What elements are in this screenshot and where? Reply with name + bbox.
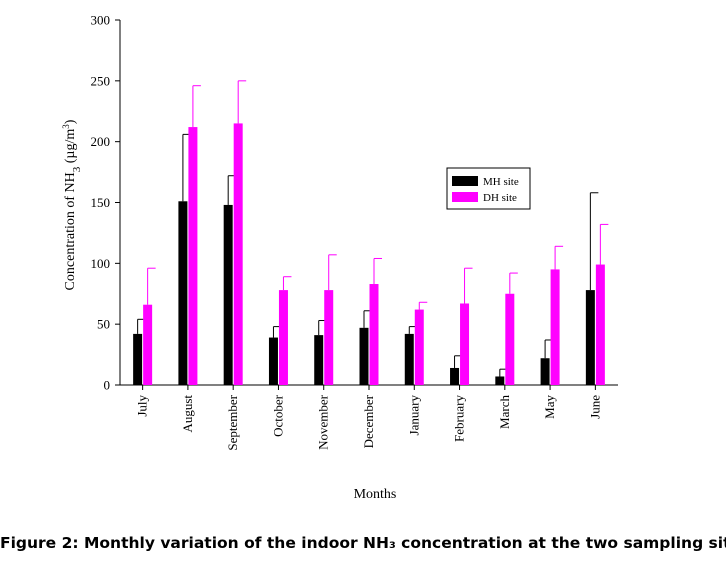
y-tick-label: 50 (97, 317, 110, 332)
bar (550, 269, 560, 385)
legend-label: DH site (483, 192, 517, 204)
bar (324, 290, 334, 385)
bar-group (550, 245, 564, 385)
bar (133, 333, 143, 385)
x-tick-label: September (225, 394, 240, 450)
bar (585, 290, 595, 385)
bar (414, 309, 424, 385)
bar (595, 264, 605, 385)
y-axis-label-close: ) (63, 119, 78, 124)
chart-axes: 0 50 100 150 200 250 300 (91, 13, 618, 393)
x-tick-label: November (316, 394, 331, 450)
bar-group (460, 267, 473, 385)
x-tick-label: July (135, 395, 150, 417)
x-tick-label: October (270, 394, 285, 437)
x-tick-label: June (587, 395, 602, 419)
bar (314, 335, 324, 385)
bar (540, 358, 550, 385)
legend-box (446, 167, 531, 210)
bar-group (143, 267, 156, 385)
bar (460, 303, 470, 385)
x-tick-label: December (361, 394, 376, 448)
bar (359, 327, 369, 385)
bar-chart: 0 50 100 150 200 250 300 July August September Oc… (61, 13, 618, 502)
bar-group (278, 276, 292, 385)
x-tick-label: August (180, 395, 195, 433)
bar-group (585, 192, 599, 385)
y-tick-label: 200 (91, 134, 111, 149)
x-tick-labels: July August September October November Decemb… (135, 385, 602, 451)
bar (268, 337, 278, 385)
legend-label: MH site (483, 176, 519, 188)
bar (223, 204, 233, 385)
bar (404, 333, 414, 385)
y-tick-label: 150 (91, 195, 111, 210)
bar (369, 284, 379, 385)
bar-group (414, 301, 428, 385)
y-tick-label: 0 (104, 378, 111, 393)
bar (495, 376, 505, 385)
y-tick-label: 300 (91, 13, 111, 28)
y-axis-label-unit: (µg/m (63, 129, 78, 167)
y-axis-label: Concentration of NH3 (µg/m3) (61, 119, 83, 290)
bar-group (233, 80, 247, 386)
y-tick-label: 100 (91, 256, 111, 271)
x-tick-label: January (406, 395, 421, 436)
legend: MH site DH site (446, 167, 531, 210)
y-axis-label-prefix: Concentration of NH (63, 172, 78, 290)
bar-group (505, 272, 518, 385)
y-axis-label-sub: 3 (71, 166, 83, 172)
figure-caption: Figure 2: Monthly variation of the indoo… (0, 534, 726, 552)
bar-group (369, 257, 382, 385)
bar (233, 123, 243, 386)
x-tick-label: May (542, 395, 557, 419)
x-tick-label: February (452, 395, 467, 442)
legend-swatch (452, 176, 478, 186)
bar-group (595, 223, 609, 385)
bar (188, 127, 198, 386)
x-axis-label: Months (354, 487, 397, 502)
y-tick-label: 250 (91, 73, 111, 88)
y-axis-label-sup: 3 (61, 124, 71, 129)
x-tick-label: March (497, 395, 512, 429)
legend-swatch (452, 192, 478, 202)
bar-group (324, 254, 337, 385)
bar (143, 304, 153, 385)
bar (178, 201, 188, 385)
bar-group (188, 85, 201, 386)
bar (450, 367, 460, 385)
bar (505, 293, 515, 385)
bar (278, 290, 288, 385)
chart-bars (133, 80, 609, 386)
